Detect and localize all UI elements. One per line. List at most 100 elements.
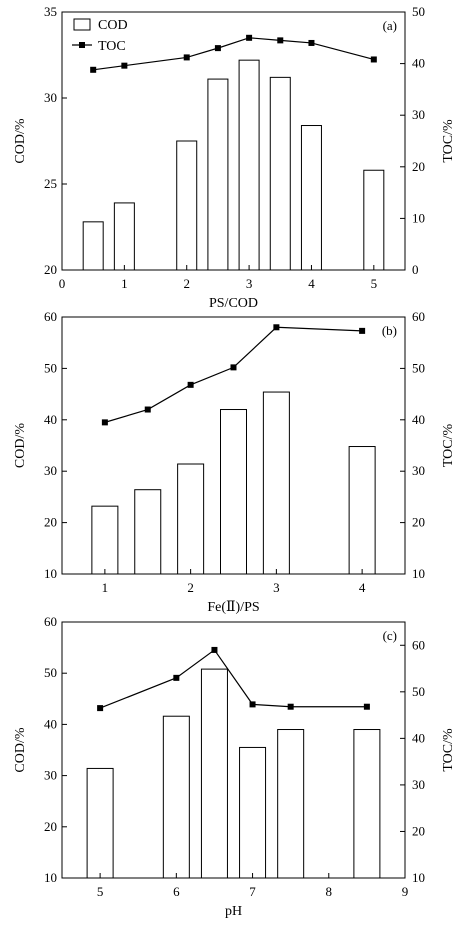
cod-bar [277,729,305,879]
x-tick-label: 1 [121,276,128,291]
y-tick-label: 50 [44,360,57,375]
y2-tick-label: 20 [412,159,425,174]
toc-point [359,327,366,334]
y-tick-label: 20 [44,515,57,530]
legend-swatch-cod [73,18,91,31]
y2-tick-label: 50 [412,360,425,375]
y-axis-label: COD/% [13,118,28,163]
cod-bar [113,202,135,271]
y-tick-label: 40 [44,412,57,427]
y-tick-label: 60 [44,309,57,324]
cod-bar [238,59,260,271]
x-tick-label: 1 [102,580,109,595]
toc-point [363,703,370,710]
cod-bar [82,221,104,271]
y2-tick-label: 50 [412,4,425,19]
chart-panel-2: 1 2 3 4 10 20 30 40 50 60 10 20 30 40 50 60 Fe(Ⅱ)/PS COD/… [13,309,456,615]
y2-axis-label: TOC/% [441,728,456,772]
toc-point [101,419,108,426]
x-tick-label: 2 [187,580,194,595]
x-tick-label: 4 [308,276,315,291]
toc-point [246,34,253,41]
y-tick-label: 30 [44,90,57,105]
panel-label: (a) [383,18,397,33]
cod-bar [91,505,119,575]
y-tick-label: 30 [44,768,57,783]
y-tick-label: 40 [44,716,57,731]
cod-bar [220,409,247,575]
cod-bar [177,463,205,575]
toc-point [183,54,190,61]
legend-marker-toc [79,42,85,48]
cod-bar [200,668,228,879]
x-axis-label: pH [225,904,242,919]
cod-bar [162,715,190,879]
y2-tick-label: 20 [412,823,425,838]
y-tick-label: 60 [44,614,57,629]
toc-point [144,406,151,413]
cod-bar [176,140,198,271]
toc-point [121,62,128,69]
y-tick-label: 30 [44,463,57,478]
toc-point [273,324,280,331]
x-axis-label: PS/COD [209,296,258,311]
x-tick-label: 7 [249,884,256,899]
toc-point [370,56,377,63]
y2-tick-label: 40 [412,412,425,427]
toc-line [99,649,367,709]
toc-point [249,701,256,708]
y2-tick-label: 40 [412,730,425,745]
toc-point [287,703,294,710]
x-tick-label: 3 [246,276,253,291]
y-tick-label: 10 [44,566,57,581]
y2-tick-label: 30 [412,777,425,792]
cod-bar [300,125,322,271]
y-tick-label: 20 [44,819,57,834]
x-axis-label: Fe(Ⅱ)/PS [207,600,259,615]
plot-frame [61,621,406,879]
toc-point [214,45,221,52]
y2-tick-label: 20 [412,515,425,530]
y2-tick-label: 60 [412,309,425,324]
toc-point [230,364,237,371]
toc-point [90,66,97,73]
y2-tick-label: 50 [412,684,425,699]
x-tick-label: 6 [173,884,180,899]
y-tick-label: 20 [44,262,57,277]
x-tick-label: 3 [273,580,280,595]
panel-label: (b) [382,323,397,338]
toc-point [97,705,104,712]
x-tick-label: 4 [359,580,366,595]
cod-bar [262,391,290,575]
panel-label: (c) [383,628,397,643]
y2-tick-label: 30 [412,107,425,122]
cod-bar [239,746,267,879]
toc-point [187,381,194,388]
y-tick-label: 35 [44,4,57,19]
y-tick-label: 50 [44,665,57,680]
plot-frame [61,11,406,271]
y2-tick-label: 30 [412,463,425,478]
legend: COD TOC [72,18,128,54]
y-tick-label: 10 [44,870,57,885]
x-tick-label: 2 [183,276,190,291]
legend-label-toc: TOC [98,39,126,54]
y2-tick-label: 60 [412,637,425,652]
y2-tick-label: 10 [412,566,425,581]
y2-axis-label: TOC/% [441,424,456,468]
chart-panel-1: 0 1 2 3 4 5 20 25 30 35 0 10 20 30 40 50 PS/COD COD/% TOC/… [13,4,456,311]
toc-point [308,39,315,46]
y-axis-label: COD/% [13,423,28,468]
legend-label-cod: COD [98,18,128,33]
y2-tick-label: 40 [412,56,425,71]
cod-bar [348,446,376,575]
y-tick-label: 25 [44,176,57,191]
y2-axis-label: TOC/% [441,119,456,163]
toc-point [211,646,218,653]
cod-bar [353,729,381,879]
cod-bar [269,76,291,271]
toc-point [173,674,180,681]
